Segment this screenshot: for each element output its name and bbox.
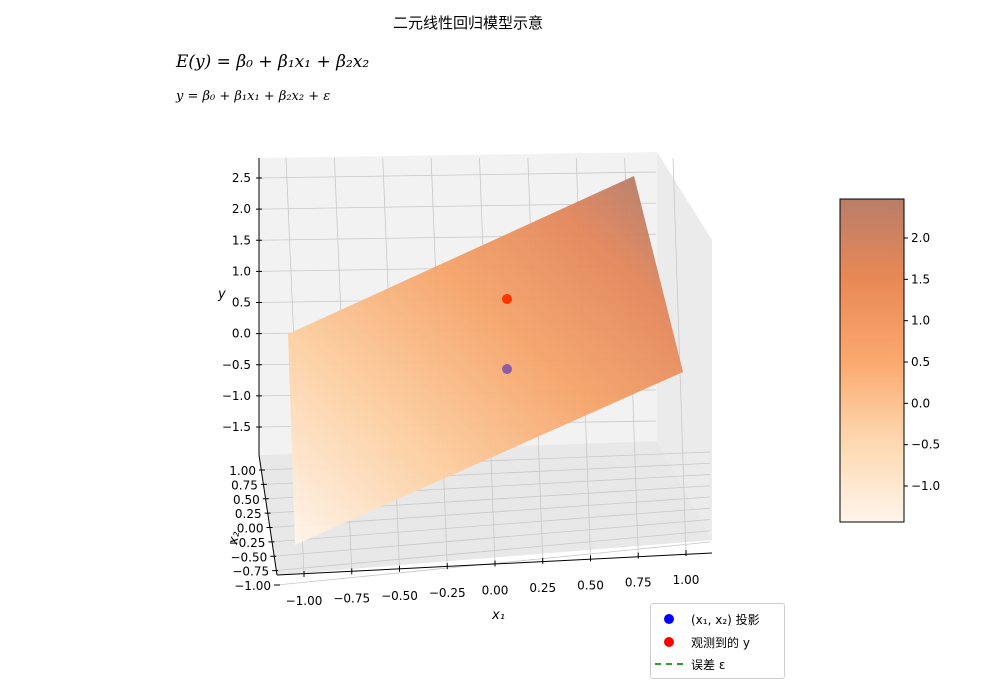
z-tick-label: −1.0	[222, 389, 251, 403]
colorbar-tick-label: 1.0	[911, 314, 930, 328]
y-axis-label: x₂	[226, 530, 243, 546]
y-tick-label: −0.25	[229, 536, 266, 550]
z-tick-label: 2.0	[232, 202, 251, 216]
y-tick-label: 0.50	[233, 493, 260, 507]
model-equation: y = β₀ + β₁x₁ + β₂x₂ + ε	[176, 89, 331, 104]
y-tick-label: −0.50	[230, 550, 267, 564]
y-tick-label: −1.00	[234, 579, 271, 593]
x-tick-label: −0.75	[333, 591, 370, 605]
y-tick-label: −0.75	[232, 565, 269, 579]
legend: (x₁, x₂) 投影 观测到的 y 误差 ε	[650, 603, 785, 679]
z-tick-label: −1.5	[222, 420, 251, 434]
z-tick-label: 0.5	[232, 296, 251, 310]
z-tick-label: 0.0	[232, 327, 251, 341]
colorbar-tick-label: 0.0	[911, 396, 930, 410]
x-tick-label: 1.00	[673, 573, 700, 587]
y-tick-label: 0.75	[231, 478, 258, 492]
z-grid-line	[258, 171, 657, 179]
y-tick-label: 1.00	[229, 464, 256, 478]
colorbar-tick-label: 0.5	[911, 355, 930, 369]
observed-point	[502, 294, 512, 304]
x-tick-label: −0.50	[381, 589, 418, 603]
projection-point	[502, 364, 512, 374]
legend-item-projection: (x₁, x₂) 投影	[651, 610, 760, 628]
z-tick-label: 2.5	[232, 171, 251, 185]
y-tick-label: 0.00	[237, 522, 264, 536]
legend-label-projection: (x₁, x₂) 投影	[691, 612, 760, 627]
x-grid-line	[672, 157, 687, 554]
z-tick-label: 1.5	[232, 233, 251, 247]
x-tick-label: 0.00	[482, 584, 509, 598]
z-tick-label: 1.0	[232, 264, 251, 278]
green-dash-icon	[655, 663, 683, 665]
colorbar-tick-label: −0.5	[911, 438, 940, 452]
y-tick-label: 0.25	[235, 507, 262, 521]
legend-item-error: 误差 ε	[651, 655, 725, 673]
x-axis-label: x₁	[491, 608, 505, 623]
expected-value-equation: E(y) = β₀ + β₁x₁ + β₂x₂	[176, 52, 370, 72]
colorbar	[839, 198, 905, 523]
y-axis-line	[258, 454, 278, 576]
colorbar-tick-label: 1.5	[911, 272, 930, 286]
z-tick-label: −0.5	[222, 358, 251, 372]
legend-item-observed: 观测到的 y	[651, 633, 750, 651]
x-tick-label: 0.50	[577, 578, 604, 592]
x-tick-label: −0.25	[429, 586, 466, 600]
red-dot-icon	[664, 637, 674, 647]
blue-dot-icon	[664, 614, 674, 624]
x-tick-label: −1.00	[286, 594, 323, 608]
colorbar-tick-label: −1.0	[911, 479, 940, 493]
back-wall-right	[657, 152, 712, 540]
colorbar-tick-label: 2.0	[911, 231, 930, 245]
chart-title: 二元线性回归模型示意	[392, 14, 543, 32]
regression-plane	[288, 176, 683, 545]
legend-label-observed: 观测到的 y	[691, 635, 750, 650]
x-tick-label: 0.25	[529, 581, 556, 595]
z-axis-label: y	[217, 287, 226, 302]
legend-label-error: 误差 ε	[691, 657, 726, 672]
x-tick-label: 0.75	[625, 576, 652, 590]
